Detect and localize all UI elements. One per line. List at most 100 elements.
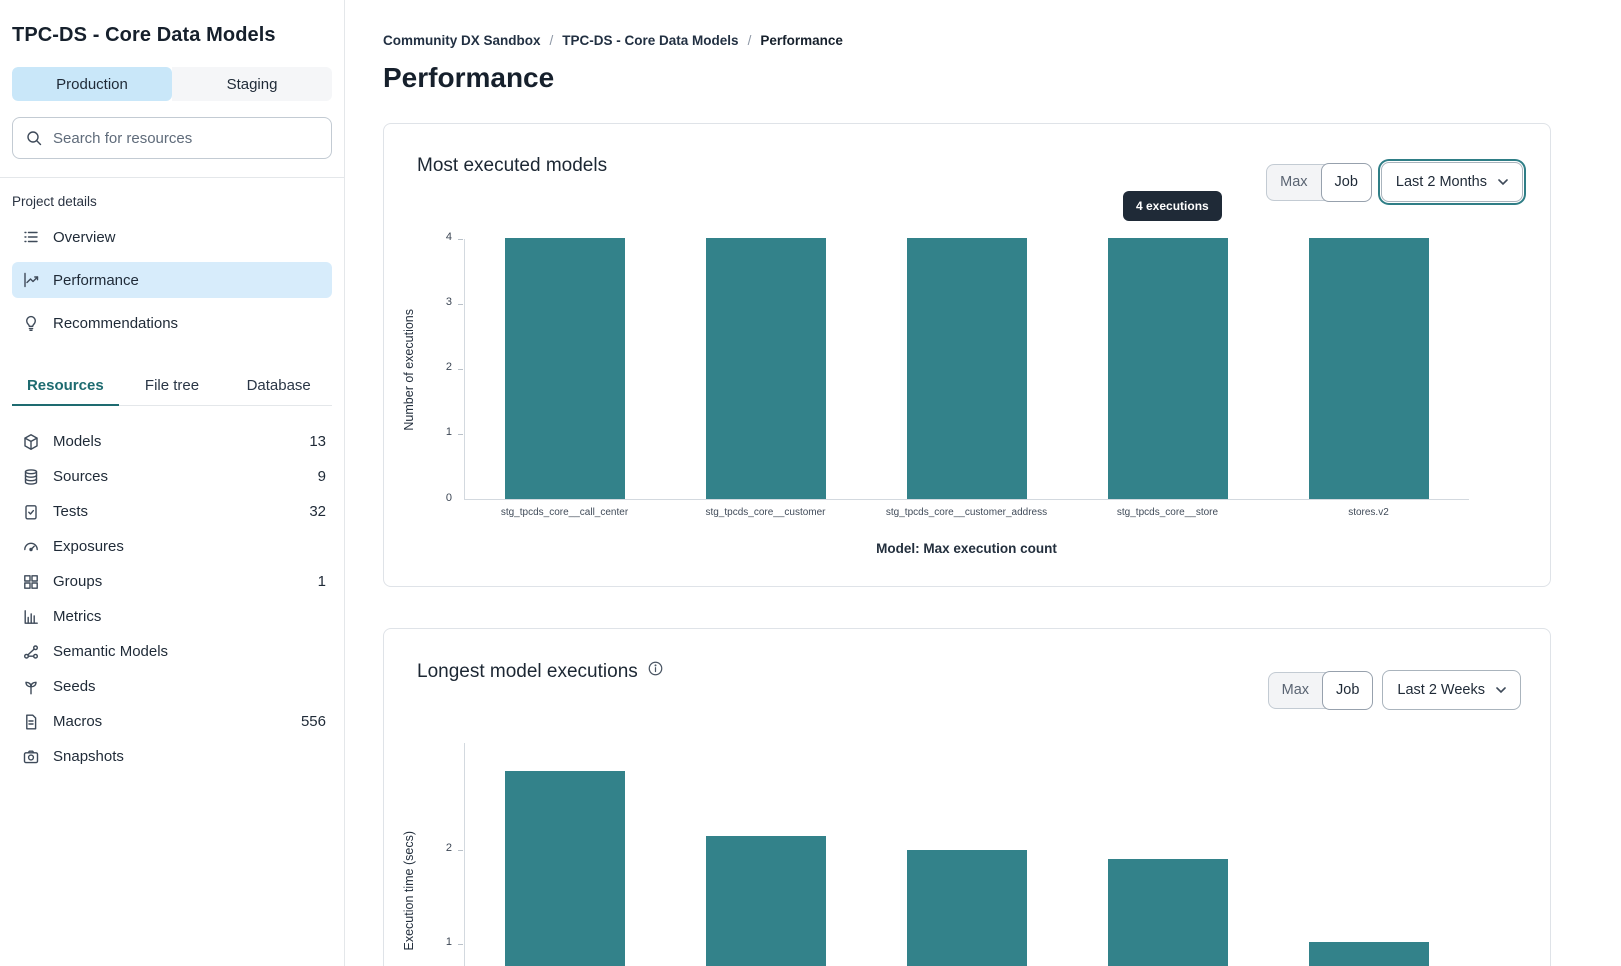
bar-slot xyxy=(465,743,666,966)
chevron-down-icon xyxy=(1498,174,1508,190)
resource-label: Tests xyxy=(53,503,89,520)
y-tick-mark xyxy=(458,239,463,240)
bar-slot xyxy=(1067,238,1268,499)
gauge-icon xyxy=(22,538,40,556)
chart-controls: Max Job Last 2 Months xyxy=(1266,162,1523,202)
page-title: Performance xyxy=(383,62,555,93)
performance-icon xyxy=(22,271,40,289)
x-tick-label: stg_tpcds_core__customer xyxy=(705,507,826,518)
x-tick-label: stg_tpcds_core__store xyxy=(1116,507,1219,518)
resource-item-semantic-models[interactable]: Semantic Models xyxy=(12,634,332,669)
sidebar-item-label: Recommendations xyxy=(53,314,179,332)
tab-file-tree[interactable]: File tree xyxy=(144,377,200,394)
x-axis-title: Model: Max execution count xyxy=(876,541,1057,556)
longest-model-executions-card: Longest model executions Max Job Last 2 … xyxy=(383,628,1551,966)
resource-item-snapshots[interactable]: Snapshots xyxy=(12,739,332,774)
bar-chart-plot xyxy=(464,743,1469,966)
project-title: TPC-DS - Core Data Models xyxy=(12,24,276,46)
resource-label: Metrics xyxy=(53,608,102,625)
x-tick-label: stores.v2 xyxy=(1348,507,1389,518)
chart-title-text: Longest model executions xyxy=(417,660,638,682)
env-tab-staging[interactable]: Staging xyxy=(172,67,332,101)
sidebar: TPC-DS - Core Data Models Production Sta… xyxy=(0,0,345,966)
search-icon xyxy=(25,129,43,147)
resource-item-sources[interactable]: Sources 9 xyxy=(12,459,332,494)
x-tick-label: stg_tpcds_core__call_center xyxy=(500,507,629,518)
bar-stores-v2[interactable] xyxy=(1308,238,1429,499)
env-tab-production[interactable]: Production xyxy=(12,67,172,101)
resource-count: 13 xyxy=(309,433,326,450)
bar-2[interactable] xyxy=(706,835,827,966)
clipboard-check-icon xyxy=(22,503,40,521)
resource-item-exposures[interactable]: Exposures xyxy=(12,529,332,564)
max-toggle-button[interactable]: Max xyxy=(1281,682,1310,698)
bar-chart-plot xyxy=(464,238,1469,500)
resource-item-seeds[interactable]: Seeds xyxy=(12,669,332,704)
job-toggle-button[interactable]: Job xyxy=(1320,162,1372,202)
date-range-value: Last 2 Months xyxy=(1395,174,1487,190)
sidebar-item-label: Overview xyxy=(53,228,116,246)
x-tick-label: stg_tpcds_core__customer_address xyxy=(885,507,1048,518)
bar-slot xyxy=(1268,238,1469,499)
sidebar-item-recommendations[interactable]: Recommendations xyxy=(12,305,332,341)
date-range-dropdown[interactable]: Last 2 Months xyxy=(1380,162,1523,202)
max-job-toggle: Max Job xyxy=(1266,162,1372,202)
sidebar-item-performance[interactable]: Performance xyxy=(12,262,332,298)
bar-slot xyxy=(867,743,1068,966)
resource-label: Seeds xyxy=(53,678,96,695)
tab-database[interactable]: Database xyxy=(246,377,311,394)
sprout-icon xyxy=(22,678,40,696)
bar-slot xyxy=(867,238,1068,499)
resource-item-metrics[interactable]: Metrics xyxy=(12,599,332,634)
grid-icon xyxy=(22,573,40,591)
environment-tabs: Production Staging xyxy=(12,67,332,101)
y-tick-mark xyxy=(458,369,463,370)
y-tick: 1 xyxy=(445,426,452,438)
bar-4[interactable] xyxy=(1107,859,1228,966)
bar-customer-address[interactable] xyxy=(906,238,1027,499)
max-job-toggle: Max Job xyxy=(1267,670,1374,710)
resource-count: 1 xyxy=(317,573,326,590)
y-tick-mark xyxy=(458,850,463,851)
sidebar-divider xyxy=(0,177,344,178)
search-input[interactable] xyxy=(53,129,319,147)
breadcrumb-separator: / xyxy=(747,33,752,48)
chart-title: Longest model executions xyxy=(417,660,664,683)
bar-customer[interactable] xyxy=(706,238,827,499)
chart-title: Most executed models xyxy=(417,155,608,176)
y-tick-mark xyxy=(458,304,463,305)
resource-label: Macros xyxy=(53,713,103,730)
bar-chart-icon xyxy=(22,608,40,626)
search-box[interactable] xyxy=(12,117,332,159)
breadcrumb-current: Performance xyxy=(760,33,843,48)
resource-item-groups[interactable]: Groups 1 xyxy=(12,564,332,599)
bar-store[interactable] xyxy=(1107,238,1228,499)
tab-resources[interactable]: Resources xyxy=(12,369,119,406)
bar-5[interactable] xyxy=(1308,942,1429,966)
max-toggle-button[interactable]: Max xyxy=(1280,174,1308,190)
y-tick-mark xyxy=(458,434,463,435)
breadcrumb-account[interactable]: Community DX Sandbox xyxy=(383,33,541,48)
job-toggle-button[interactable]: Job xyxy=(1322,670,1374,710)
y-tick: 4 xyxy=(445,231,452,243)
resource-item-tests[interactable]: Tests 32 xyxy=(12,494,332,529)
bar-call-center[interactable] xyxy=(505,238,626,499)
resource-count: 32 xyxy=(309,503,326,520)
breadcrumb-separator: / xyxy=(549,33,554,48)
database-icon xyxy=(22,468,40,486)
breadcrumb-project[interactable]: TPC-DS - Core Data Models xyxy=(562,33,739,48)
y-tick: 3 xyxy=(445,296,452,308)
y-tick-mark xyxy=(458,944,463,945)
sidebar-item-overview[interactable]: Overview xyxy=(12,219,332,255)
bar-3[interactable] xyxy=(906,850,1027,966)
date-range-dropdown[interactable]: Last 2 Weeks xyxy=(1382,670,1521,710)
info-icon[interactable] xyxy=(647,660,664,683)
project-details-label: Project details xyxy=(12,194,97,209)
resource-label: Models xyxy=(53,433,102,450)
sidebar-item-label: Performance xyxy=(53,271,139,289)
resource-item-macros[interactable]: Macros 556 xyxy=(12,704,332,739)
chart-tooltip: 4 executions xyxy=(1123,191,1222,221)
resource-item-models[interactable]: Models 13 xyxy=(12,424,332,459)
bar-1[interactable] xyxy=(505,771,626,966)
lightbulb-icon xyxy=(22,314,40,332)
